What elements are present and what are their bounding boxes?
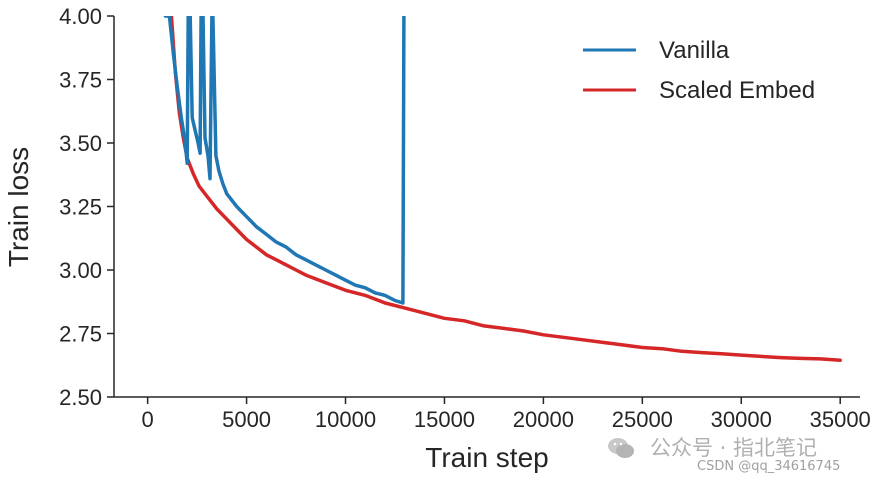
- x-tick-label: 0: [142, 407, 154, 432]
- series-line-vanilla: [163, 16, 406, 305]
- wechat-icon: [608, 438, 634, 458]
- legend-label-vanilla: Vanilla: [659, 37, 730, 64]
- y-tick-label: 3.50: [59, 131, 102, 156]
- legend: Vanilla Scaled Embed: [583, 37, 815, 104]
- y-tick-label: 3.25: [59, 195, 102, 220]
- x-tick-label: 30000: [711, 407, 772, 432]
- x-tick-label: 10000: [315, 407, 376, 432]
- y-axis-label: Train loss: [3, 147, 34, 267]
- watermark-csdn: CSDN @qq_34616745: [697, 459, 841, 474]
- x-tick-label: 5000: [222, 407, 271, 432]
- x-axis-label: Train step: [425, 442, 548, 473]
- legend-label-scaled-embed: Scaled Embed: [659, 77, 815, 104]
- x-tick-label: 35000: [810, 407, 871, 432]
- y-tick-label: 2.50: [59, 385, 102, 410]
- x-tick-label: 20000: [513, 407, 574, 432]
- x-tick-label: 15000: [414, 407, 475, 432]
- y-tick-label: 4.00: [59, 4, 102, 29]
- y-tick-label: 3.00: [59, 258, 102, 283]
- series-line-scaled-embed: [165, 16, 842, 362]
- watermark-text: 公众号 · 指北笔记: [650, 436, 818, 460]
- y-tick-label: 2.75: [59, 322, 102, 347]
- y-tick-label: 3.75: [59, 68, 102, 93]
- x-tick-label: 25000: [612, 407, 673, 432]
